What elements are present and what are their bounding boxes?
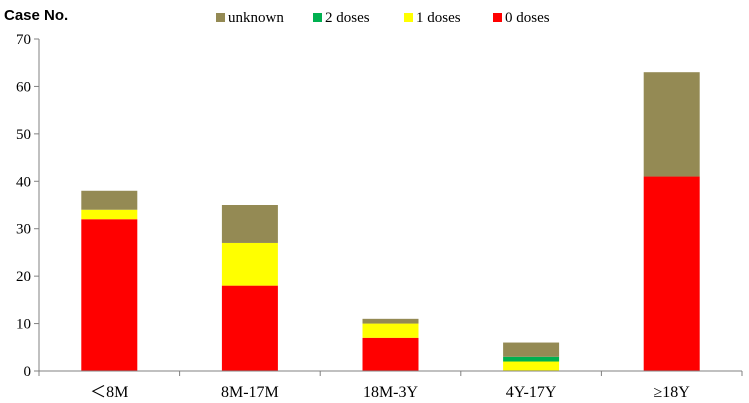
bars	[81, 72, 700, 371]
legend-label: unknown	[228, 10, 284, 26]
legend-label: 0 doses	[505, 10, 550, 26]
bar-segment-unknown	[81, 190, 138, 210]
legend-swatch	[404, 13, 413, 22]
bar-segment-unknown	[643, 72, 700, 177]
y-tick-label: 70	[16, 32, 31, 48]
x-category-label: ≥18Y	[654, 384, 691, 401]
legend-label: 2 doses	[325, 10, 370, 26]
bar-segment-1-doses	[362, 323, 419, 338]
y-tick-label: 40	[16, 174, 31, 190]
legend-swatch	[313, 13, 322, 22]
legend-label: 1 doses	[416, 10, 461, 26]
y-tick-label: 10	[16, 317, 31, 333]
bar-segment-1-doses	[81, 209, 138, 220]
y-tick-label: 30	[16, 222, 31, 238]
bar-segment-1-doses	[221, 242, 278, 286]
legend: unknown 2 doses 1 doses 0 doses	[216, 10, 550, 26]
x-category-label: ＜8M	[90, 384, 128, 401]
bar-segment-0-doses	[221, 285, 278, 371]
bar-segment-1-doses	[503, 361, 560, 371]
y-tick-label: 50	[16, 127, 31, 143]
legend-swatch	[216, 13, 225, 22]
x-category-label: 18M-3Y	[363, 384, 419, 401]
y-tick-label: 60	[16, 79, 31, 95]
x-category-label: 4Y-17Y	[506, 384, 557, 401]
bar-segment-unknown	[362, 318, 419, 324]
y-tick-label: 0	[24, 364, 32, 380]
y-axis-label: Case No.	[4, 7, 68, 24]
y-tick-label: 20	[16, 269, 31, 285]
legend-swatch	[493, 13, 502, 22]
x-category-label: 8M-17M	[221, 384, 279, 401]
bar-segment-unknown	[503, 342, 560, 357]
bar-segment-0-doses	[643, 176, 700, 371]
bar-segment-unknown	[221, 205, 278, 243]
y-axis-ticks: 0 10 20 30 40 50 60 70	[16, 32, 39, 380]
bar-segment-0-doses	[362, 337, 419, 371]
bar-segment-2-doses	[503, 356, 560, 362]
x-axis-categories: ＜8M 8M-17M 18M-3Y 4Y-17Y ≥18Y	[38, 371, 743, 401]
bar-segment-0-doses	[81, 219, 138, 371]
